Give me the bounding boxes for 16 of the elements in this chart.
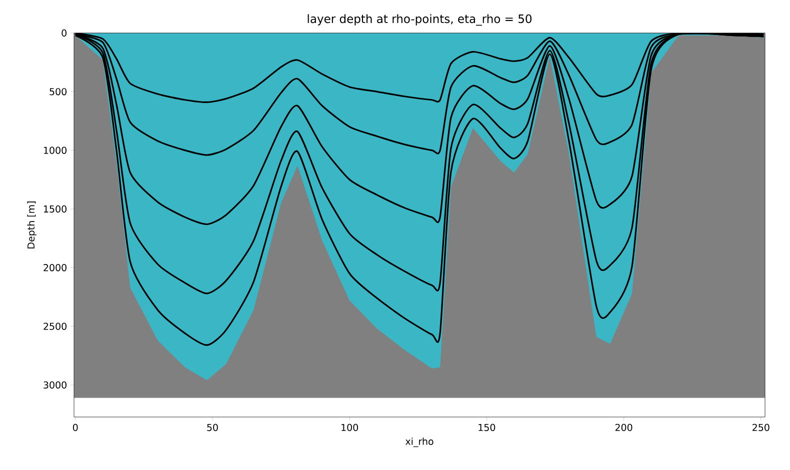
x-tick-label: 100 [342, 424, 358, 432]
y-tick-label: 1000 [44, 146, 66, 154]
y-tick-label: 0 [62, 29, 66, 37]
x-tick-label: 50 [207, 424, 218, 432]
y-axis-title: Depth [m] [27, 202, 36, 248]
y-tick-label: 2000 [44, 264, 66, 272]
chart-title: layer depth at rho-points, eta_rho = 50 [308, 14, 532, 26]
y-tick-label: 2500 [44, 322, 66, 330]
x-tick-label: 250 [752, 424, 770, 432]
x-tick-label: 150 [478, 424, 496, 432]
x-axis-title: xi_rho [405, 438, 434, 448]
y-tick-label: 1500 [44, 205, 66, 213]
x-tick-label: 0 [72, 424, 78, 432]
y-tick-label: 500 [50, 88, 66, 96]
x-tick-label: 200 [615, 424, 632, 432]
y-tick-label: 3000 [44, 381, 66, 389]
